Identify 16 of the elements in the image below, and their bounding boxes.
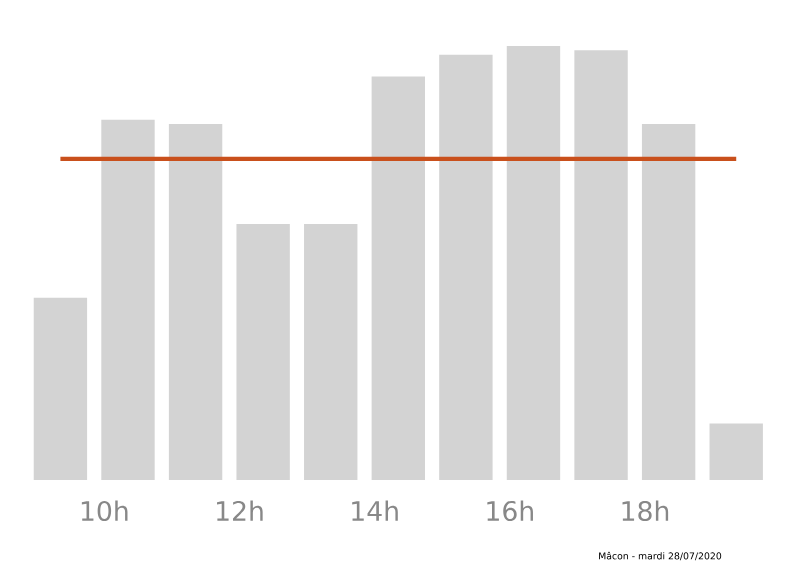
- x-tick-label: 18h: [622, 500, 669, 522]
- x-tick-label: 16h: [487, 500, 533, 522]
- bar: [168, 124, 223, 480]
- bar: [304, 223, 358, 480]
- bar: [709, 423, 763, 480]
- bar: [574, 50, 628, 480]
- bar: [101, 119, 155, 480]
- x-tick-label: 12h: [217, 500, 263, 521]
- x-tick-label: 14h: [352, 500, 398, 521]
- bar: [641, 124, 696, 480]
- bar: [236, 223, 290, 480]
- bar: [439, 54, 493, 480]
- x-tick-label: 10h: [81, 500, 128, 522]
- bar: [33, 297, 88, 480]
- bar: [506, 45, 561, 480]
- bar: [371, 76, 425, 480]
